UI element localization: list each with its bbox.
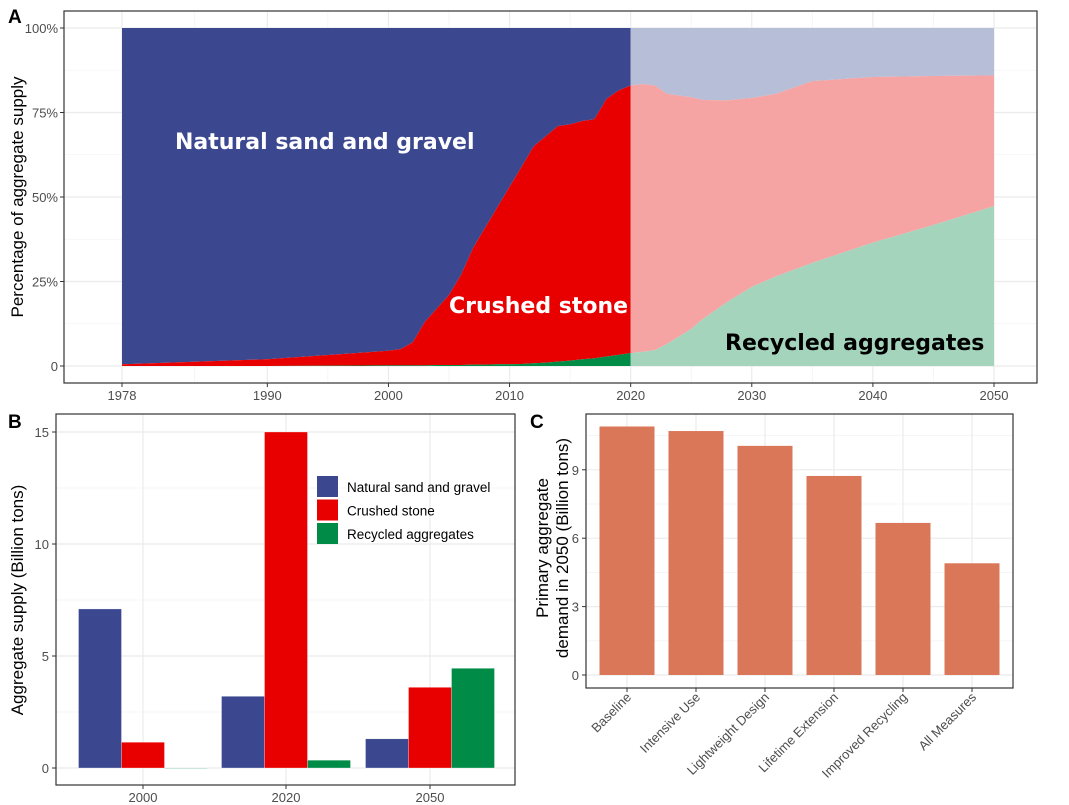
y-tick-label: 75% — [32, 106, 58, 121]
bar-intensive-use — [668, 431, 724, 675]
x-tick-label: 2000 — [129, 790, 158, 805]
x-tick-label: 2050 — [416, 790, 445, 805]
annotation-natural-sand-and-gravel: Natural sand and gravel — [175, 130, 475, 155]
area-historical-crushed-stone — [122, 85, 631, 367]
panel-label-a: A — [8, 7, 22, 28]
y-axis-title: Percentage of aggregate supply — [8, 76, 27, 318]
x-tick-label: 1990 — [253, 388, 282, 403]
legend-swatch-recycled-aggregates — [317, 523, 338, 544]
bar-all-measures — [944, 563, 1000, 675]
legend-label: Natural sand and gravel — [347, 480, 490, 495]
bar-recycled-aggregates-2020 — [307, 760, 351, 769]
legend-swatch-crushed-stone — [317, 499, 338, 521]
x-tick-label: 2020 — [272, 790, 301, 805]
plot-frame — [585, 413, 1014, 689]
x-tick-label: 1978 — [108, 388, 137, 403]
panel-a: 1978 1990 2000 2010 2020 2030 2040 2050 0 25% 50% 7… — [8, 10, 1038, 403]
bar-natural-sand-and-gravel-2050 — [365, 738, 409, 769]
legend-label: Crushed stone — [347, 504, 435, 519]
y-tick-label: 5 — [42, 649, 49, 664]
legend: Natural sand and gravel Crushed stone Recy… — [317, 476, 490, 544]
bar-lifetime-extension — [806, 475, 862, 675]
y-axis-title: Aggregate supply (Billion tons) — [8, 485, 27, 716]
bar-improved-recycling — [875, 522, 931, 675]
bar-lightweight-design — [737, 445, 793, 675]
x-tick-label: 2010 — [495, 388, 524, 403]
annotation-recycled-aggregates: Recycled aggregates — [725, 331, 984, 356]
area-historical-recycled-aggregates — [122, 353, 631, 366]
bar-crushed-stone-2020 — [264, 431, 308, 769]
area-projection-crushed-stone — [630, 75, 994, 354]
panel-label-c: C — [530, 412, 544, 433]
x-tick-label: 2020 — [616, 388, 645, 403]
y-tick-label: 9 — [572, 463, 579, 478]
bar-crushed-stone-2000 — [121, 742, 165, 769]
y-tick-label: 25% — [32, 275, 58, 290]
bar-natural-sand-and-gravel-2020 — [221, 696, 265, 769]
area-projection-recycled-aggregates — [630, 206, 994, 366]
x-tick-label: 2000 — [374, 388, 403, 403]
x-tick-label: All Measures — [915, 689, 979, 753]
x-tick-label: Baseline — [588, 690, 634, 736]
y-tick-label: 0 — [51, 359, 58, 374]
panel-label-b: B — [8, 412, 22, 433]
x-tick-label: Intensive Use — [637, 690, 703, 756]
y-axis-title-line-2: demand in 2050 (Billion tons) — [553, 438, 572, 658]
bar-baseline — [599, 426, 655, 675]
x-tick-label: 2040 — [858, 388, 887, 403]
panel-b: 2000 2020 2050 0 5 10 15 Aggregate supply (Bill… — [8, 413, 516, 805]
y-tick-label: 0 — [572, 668, 579, 683]
y-tick-label: 3 — [572, 600, 579, 615]
bar-recycled-aggregates-2000 — [164, 767, 208, 769]
x-tick-label: 2050 — [980, 388, 1009, 403]
bar-natural-sand-and-gravel-2000 — [78, 608, 122, 769]
legend-swatch-natural-sand-and-gravel — [317, 476, 338, 497]
bar-crushed-stone-2050 — [408, 687, 452, 769]
area-historical-natural-sand-and-gravel — [122, 28, 631, 365]
bar-recycled-aggregates-2050 — [451, 668, 495, 769]
y-tick-label: 6 — [572, 531, 579, 546]
y-tick-label: 100% — [25, 21, 59, 36]
y-tick-label: 0 — [42, 761, 49, 776]
y-tick-label: 50% — [32, 190, 58, 205]
y-tick-label: 10 — [35, 537, 49, 552]
y-axis-title-line-1: Primary aggregate — [533, 478, 552, 618]
legend-label: Recycled aggregates — [347, 527, 474, 542]
annotation-crushed-stone: Crushed stone — [449, 294, 628, 319]
x-tick-label: 2030 — [737, 388, 766, 403]
y-tick-label: 15 — [35, 425, 49, 440]
area-projection-natural-sand-and-gravel — [630, 28, 994, 101]
